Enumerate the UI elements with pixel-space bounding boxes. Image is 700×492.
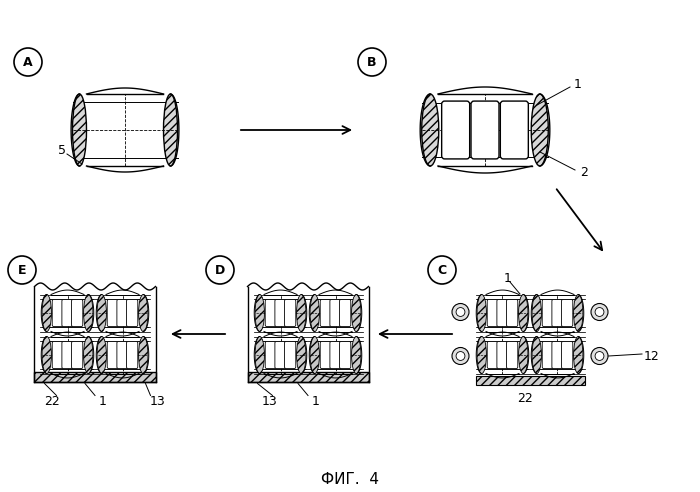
Bar: [475, 376, 584, 385]
Circle shape: [595, 352, 604, 361]
FancyBboxPatch shape: [52, 341, 64, 369]
FancyBboxPatch shape: [285, 341, 296, 369]
Bar: [248, 371, 368, 381]
Ellipse shape: [531, 94, 548, 166]
Ellipse shape: [73, 94, 87, 166]
Ellipse shape: [310, 295, 319, 332]
Circle shape: [452, 304, 469, 320]
FancyBboxPatch shape: [442, 101, 470, 159]
Text: 22: 22: [45, 395, 60, 408]
FancyBboxPatch shape: [340, 300, 351, 327]
Ellipse shape: [297, 295, 306, 332]
Ellipse shape: [42, 337, 51, 373]
Text: 1: 1: [574, 78, 582, 91]
Ellipse shape: [139, 337, 148, 373]
Ellipse shape: [83, 295, 93, 332]
FancyBboxPatch shape: [552, 341, 563, 369]
Circle shape: [591, 347, 608, 365]
Ellipse shape: [421, 94, 439, 166]
Circle shape: [452, 347, 469, 365]
Text: A: A: [23, 56, 33, 68]
Text: 13: 13: [262, 395, 277, 408]
FancyBboxPatch shape: [507, 341, 518, 369]
Text: 2: 2: [580, 166, 588, 180]
FancyBboxPatch shape: [52, 300, 64, 327]
FancyBboxPatch shape: [320, 341, 331, 369]
FancyBboxPatch shape: [107, 341, 118, 369]
Text: 13: 13: [150, 395, 165, 408]
FancyBboxPatch shape: [500, 101, 528, 159]
FancyBboxPatch shape: [62, 341, 73, 369]
Text: 22: 22: [517, 392, 533, 404]
Circle shape: [591, 304, 608, 320]
FancyBboxPatch shape: [285, 300, 296, 327]
Ellipse shape: [532, 337, 541, 373]
Text: 1: 1: [99, 395, 107, 408]
FancyBboxPatch shape: [127, 341, 138, 369]
FancyBboxPatch shape: [62, 300, 73, 327]
Text: ФИГ.  4: ФИГ. 4: [321, 471, 379, 487]
Ellipse shape: [139, 295, 148, 332]
FancyBboxPatch shape: [117, 300, 128, 327]
FancyBboxPatch shape: [275, 300, 286, 327]
Ellipse shape: [519, 337, 528, 373]
FancyBboxPatch shape: [320, 300, 331, 327]
FancyBboxPatch shape: [330, 341, 341, 369]
FancyBboxPatch shape: [497, 341, 508, 369]
Ellipse shape: [255, 337, 265, 373]
Text: C: C: [438, 264, 447, 277]
FancyBboxPatch shape: [471, 101, 499, 159]
FancyBboxPatch shape: [542, 300, 554, 327]
Ellipse shape: [97, 337, 106, 373]
Ellipse shape: [164, 94, 178, 166]
Ellipse shape: [97, 295, 106, 332]
Ellipse shape: [532, 295, 541, 332]
Text: 12: 12: [644, 350, 660, 364]
Text: 5: 5: [58, 145, 66, 157]
FancyBboxPatch shape: [542, 341, 554, 369]
FancyBboxPatch shape: [117, 341, 128, 369]
Bar: [34, 371, 155, 381]
FancyBboxPatch shape: [552, 300, 563, 327]
FancyBboxPatch shape: [71, 341, 83, 369]
FancyBboxPatch shape: [561, 300, 573, 327]
Text: B: B: [368, 56, 377, 68]
Ellipse shape: [573, 295, 583, 332]
FancyBboxPatch shape: [275, 341, 286, 369]
FancyBboxPatch shape: [340, 341, 351, 369]
Text: E: E: [18, 264, 27, 277]
Ellipse shape: [83, 337, 93, 373]
Text: 1: 1: [504, 272, 512, 284]
FancyBboxPatch shape: [330, 300, 341, 327]
FancyBboxPatch shape: [561, 341, 573, 369]
Ellipse shape: [310, 337, 319, 373]
Circle shape: [456, 308, 465, 316]
FancyBboxPatch shape: [107, 300, 118, 327]
Text: D: D: [215, 264, 225, 277]
Circle shape: [456, 352, 465, 361]
Ellipse shape: [351, 295, 361, 332]
FancyBboxPatch shape: [497, 300, 508, 327]
Ellipse shape: [573, 337, 583, 373]
FancyBboxPatch shape: [265, 300, 276, 327]
Ellipse shape: [42, 295, 51, 332]
FancyBboxPatch shape: [265, 341, 276, 369]
Ellipse shape: [351, 337, 361, 373]
Text: 1: 1: [312, 395, 320, 408]
Ellipse shape: [477, 337, 486, 373]
Ellipse shape: [519, 295, 528, 332]
FancyBboxPatch shape: [71, 300, 83, 327]
Ellipse shape: [477, 295, 486, 332]
FancyBboxPatch shape: [127, 300, 138, 327]
Ellipse shape: [297, 337, 306, 373]
FancyBboxPatch shape: [487, 341, 498, 369]
FancyBboxPatch shape: [487, 300, 498, 327]
Circle shape: [595, 308, 604, 316]
Ellipse shape: [255, 295, 265, 332]
FancyBboxPatch shape: [507, 300, 518, 327]
